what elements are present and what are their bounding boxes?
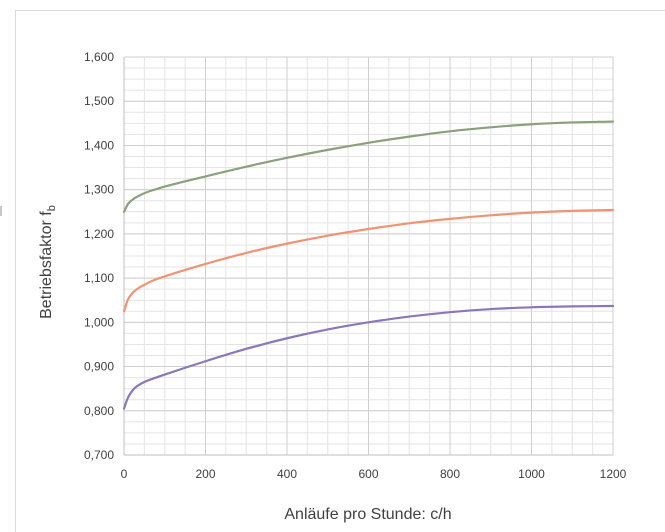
series-line-1 xyxy=(122,120,615,213)
x-tick-label: 1200 xyxy=(600,467,627,481)
chart-frame xyxy=(15,10,665,532)
tick-labels: 0 200 400 600 800 1000 1200 0,700 0,800 0,900 1,00… xyxy=(84,50,627,481)
y-tick-label: 1,300 xyxy=(84,183,114,197)
series-lines xyxy=(122,120,615,410)
y-tick-label: 1,000 xyxy=(84,315,114,329)
grid xyxy=(123,56,614,456)
series-line-2 xyxy=(122,208,615,313)
x-tick-label: 800 xyxy=(440,467,460,481)
y-tick-label: 1,500 xyxy=(84,94,114,108)
x-tick-label: 600 xyxy=(358,467,378,481)
x-tick-label: 400 xyxy=(277,467,297,481)
x-axis-title: Anläufe pro Stunde: c/h xyxy=(284,506,451,523)
y-tick-label: 1,100 xyxy=(84,271,114,285)
x-tick-label: 0 xyxy=(121,467,128,481)
y-axis-title-subscript: b xyxy=(46,205,58,211)
y-axis-title-main: Betriebsfaktor f xyxy=(38,211,55,319)
x-tick-label: 1000 xyxy=(518,467,545,481)
y-tick-label: 1,400 xyxy=(84,138,114,152)
x-tick-label: 200 xyxy=(195,467,215,481)
y-axis-title: Betriebsfaktor fb xyxy=(38,205,58,319)
y-tick-label: 1,200 xyxy=(84,227,114,241)
y-tick-label: 0,900 xyxy=(84,360,114,374)
y-tick-label: 0,800 xyxy=(84,404,114,418)
y-tick-label: 1,600 xyxy=(84,50,114,64)
y-tick-label: 0,700 xyxy=(84,448,114,462)
frame-edge-mark xyxy=(0,206,2,216)
series-line-3 xyxy=(122,304,615,410)
